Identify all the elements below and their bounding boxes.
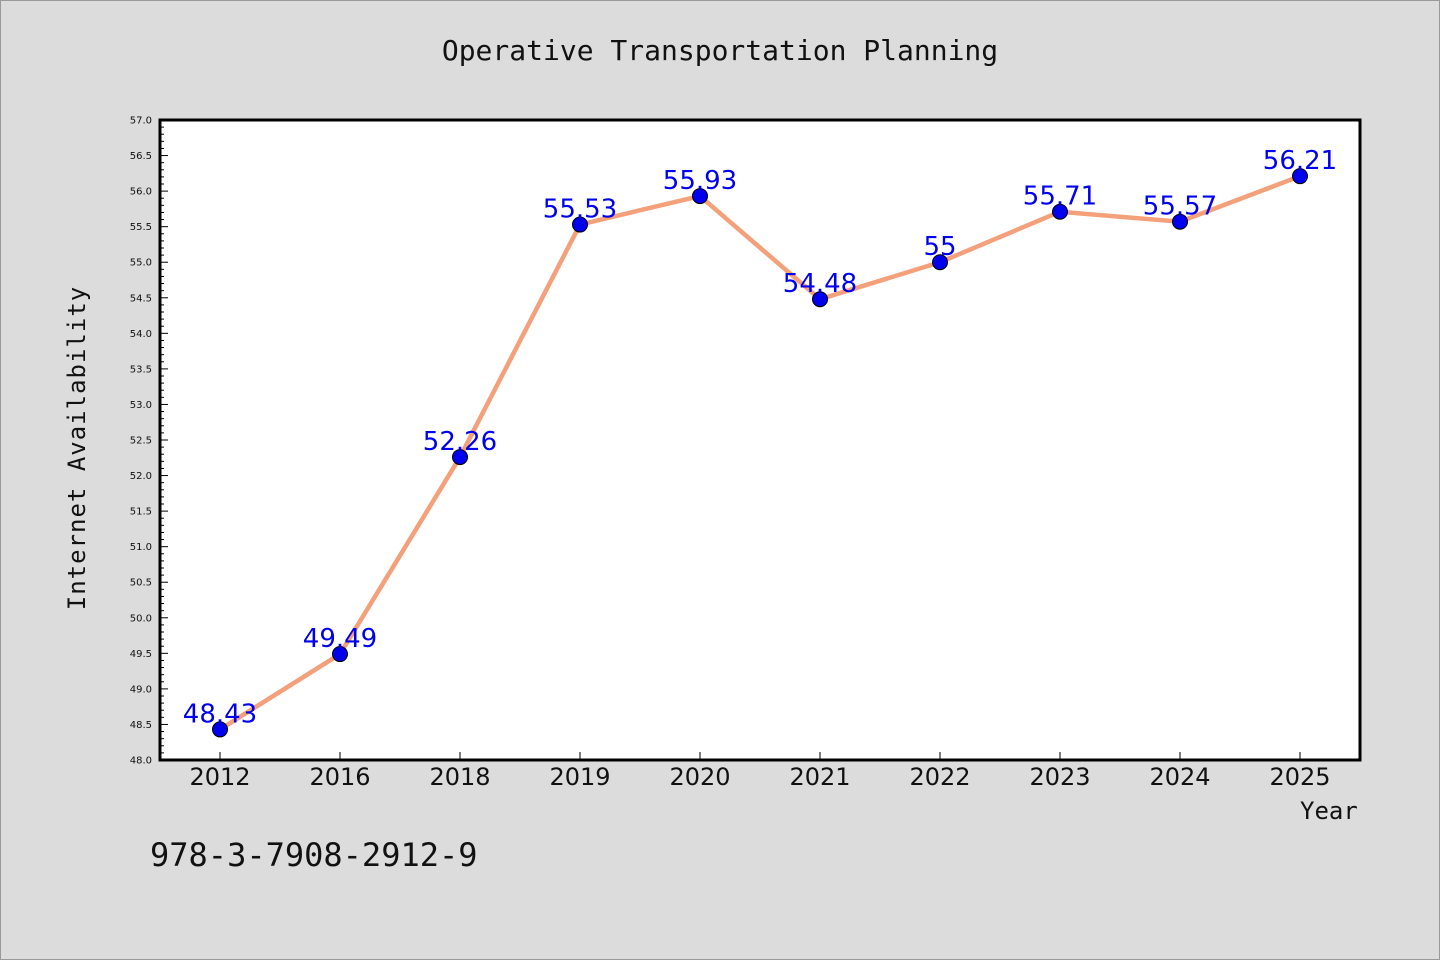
y-tick-label: 51.5 (130, 507, 152, 518)
data-label: 55.57 (1143, 192, 1217, 222)
data-point (1292, 168, 1308, 185)
y-tick-label: 53.5 (130, 364, 152, 375)
y-tick-label: 49.5 (130, 649, 152, 660)
data-point (1172, 213, 1188, 230)
x-tick-label: 2016 (309, 763, 370, 791)
x-tick-label: 2019 (549, 763, 610, 791)
y-tick-label: 48.5 (130, 720, 152, 731)
y-tick-label: 55.0 (130, 258, 152, 269)
isbn-text: 978-3-7908-2912-9 (150, 836, 478, 874)
data-label: 49.49 (303, 624, 377, 654)
y-tick-label: 56.5 (130, 151, 152, 162)
y-tick-label: 54.5 (130, 293, 152, 304)
data-label: 56.21 (1263, 146, 1337, 176)
data-point (452, 449, 468, 466)
x-tick-label: 2021 (789, 763, 850, 791)
markers-group (212, 168, 1308, 738)
data-label: 55.71 (1023, 182, 1097, 212)
data-point (572, 216, 588, 233)
data-point (812, 291, 828, 308)
x-tick-label: 2023 (1029, 763, 1090, 791)
data-label: 48.43 (183, 699, 257, 729)
data-label: 55 (923, 232, 956, 262)
data-point (332, 646, 348, 663)
chart-title: Operative Transportation Planning (441, 34, 999, 67)
series-line (218, 174, 1301, 732)
y-tick-label: 53.0 (130, 400, 152, 411)
data-label: 54.48 (783, 269, 857, 299)
y-axis-ticks: 48.0 48.5 49.0 49.5 50.0 50.5 51.0 51.5 52.0 52.5… (130, 116, 168, 767)
y-tick-label: 54.0 (130, 329, 152, 340)
y-tick-label: 55.5 (130, 222, 152, 233)
y-tick-label: 49.0 (130, 684, 152, 695)
x-tick-label: 2012 (189, 763, 250, 791)
data-point (212, 721, 228, 738)
y-tick-label: 50.5 (130, 578, 152, 589)
x-tick-label: 2025 (1269, 763, 1330, 791)
x-tick-label: 2022 (909, 763, 970, 791)
y-tick-label: 52.5 (130, 436, 152, 447)
y-tick-label: 56.0 (130, 187, 152, 198)
data-point (1052, 203, 1068, 220)
data-point (932, 254, 948, 271)
data-labels-group: 48.43 49.49 52.26 55.53 55.93 54.48 55 55.71 55.… (183, 146, 1337, 729)
y-tick-label: 50.0 (130, 613, 152, 624)
data-label: 55.93 (663, 166, 737, 196)
data-point (692, 188, 708, 205)
x-tick-label: 2018 (429, 763, 490, 791)
y-tick-label: 48.0 (130, 756, 152, 767)
x-tick-label: 2024 (1149, 763, 1210, 791)
y-tick-label: 57.0 (130, 116, 152, 127)
x-tick-label: 2020 (669, 763, 730, 791)
x-axis-label: Year (1300, 797, 1358, 825)
data-label: 52.26 (423, 427, 497, 457)
x-axis-ticks: 2012 2016 2018 2019 2020 2021 2022 2023 2024 2025 (189, 752, 1331, 791)
series-line-group (218, 174, 1301, 732)
y-tick-label: 51.0 (130, 542, 152, 553)
y-tick-label: 52.0 (130, 471, 152, 482)
data-label: 55.53 (543, 195, 617, 225)
plot-area (158, 118, 1362, 762)
